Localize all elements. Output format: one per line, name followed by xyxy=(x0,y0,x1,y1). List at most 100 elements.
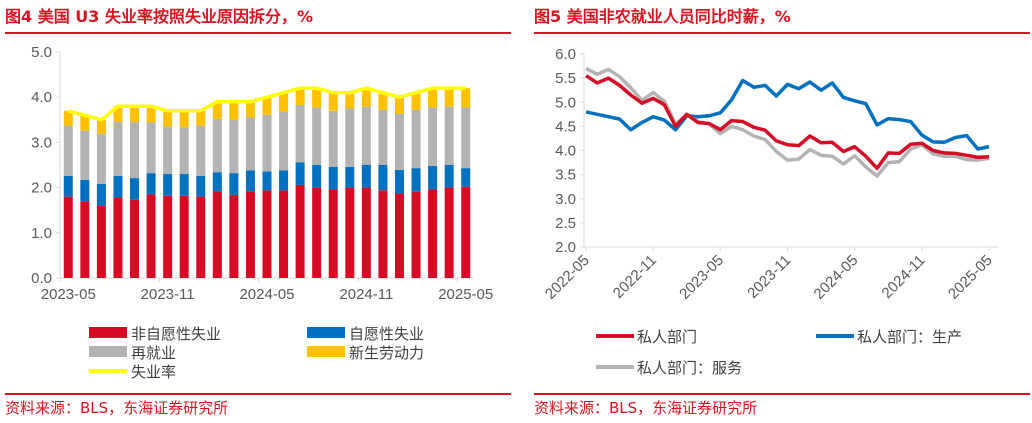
series-line-red xyxy=(585,74,990,171)
y-tick-label: 4.5 xyxy=(555,118,576,135)
bar-gray xyxy=(212,118,222,173)
legend-label: 再就业 xyxy=(131,344,176,362)
bar-blue xyxy=(80,179,90,202)
bar-blue xyxy=(262,171,272,191)
chart-title: 图4 美国 U3 失业率按照失业原因拆分，% xyxy=(5,7,313,26)
x-tick-label: 2024-05 xyxy=(239,286,294,303)
bar-red xyxy=(96,205,106,278)
bar-blue xyxy=(295,162,305,185)
bar-gold xyxy=(163,110,173,127)
bar-red xyxy=(394,193,404,278)
bar-red xyxy=(378,190,388,278)
legend-label: 私人部门：生产 xyxy=(857,328,962,346)
x-tick-label: 2024-05 xyxy=(811,252,862,303)
bar-gold xyxy=(378,92,388,110)
bar-gold xyxy=(179,110,189,128)
bar-gray xyxy=(394,113,404,170)
legend: 私人部门 私人部门：生产 私人部门：服务 xyxy=(596,328,962,377)
bar-gold xyxy=(130,106,140,123)
y-tick-label: 6.0 xyxy=(555,46,576,63)
legend-swatch-involuntary xyxy=(89,327,127,338)
bar-gold xyxy=(63,110,73,126)
bar-gold xyxy=(444,88,454,107)
bar-red xyxy=(461,186,471,278)
bar-blue xyxy=(212,172,222,192)
y-tick-label: 5.0 xyxy=(31,44,52,61)
bar-gray xyxy=(361,106,371,165)
bar-gray xyxy=(245,117,255,171)
bar-gray xyxy=(229,119,239,174)
bar-red xyxy=(63,196,73,278)
bar-blue xyxy=(245,170,255,192)
bar-gold xyxy=(262,97,272,115)
bar-gray xyxy=(411,109,421,169)
y-tick-label: 5.0 xyxy=(555,94,576,111)
bar-blue xyxy=(63,175,73,197)
bar-red xyxy=(229,194,239,278)
bar-gold xyxy=(461,88,471,108)
bar-red xyxy=(80,201,90,278)
legend-label: 自愿性失业 xyxy=(349,325,424,343)
series-line-blue xyxy=(585,78,990,151)
bar-gold xyxy=(80,115,90,131)
x-tick-label: 2023-05 xyxy=(41,286,96,303)
y-tick-label: 3.0 xyxy=(555,191,576,208)
bar-red xyxy=(444,187,454,278)
bar-gray xyxy=(113,122,123,176)
bar-gray xyxy=(312,107,322,165)
bar-blue xyxy=(328,166,338,190)
legend: 非自愿性失业 自愿性失业 再就业 新生劳动力 失业率 xyxy=(89,325,424,381)
bar-gold xyxy=(229,101,239,120)
bar-blue xyxy=(444,165,454,188)
bar-gray xyxy=(279,111,289,171)
bar-gray xyxy=(378,109,388,165)
bar-blue xyxy=(163,174,173,196)
bar-blue xyxy=(113,175,123,198)
y-tick-label: 3.5 xyxy=(555,167,576,184)
x-tick-label: 2022-05 xyxy=(542,252,593,303)
bar-red xyxy=(328,189,338,278)
source-note: 资料来源：BLS，东海证券研究所 xyxy=(534,399,757,417)
legend-swatch-new-entrant xyxy=(307,346,345,357)
bar-red xyxy=(212,191,222,278)
bar-gold xyxy=(428,88,438,108)
bar-gold xyxy=(328,92,338,111)
bar-gray xyxy=(179,127,189,175)
bar-red xyxy=(163,195,173,278)
bar-red xyxy=(279,190,289,278)
bar-gold xyxy=(96,119,106,134)
bar-gold xyxy=(146,106,156,123)
y-tick-label: 2.0 xyxy=(31,180,52,197)
bar-gold xyxy=(345,92,355,109)
bar-gold xyxy=(312,88,322,108)
chart-title: 图5 美国非农就业人员同比时薪，% xyxy=(534,7,791,26)
y-tick-label: 4.0 xyxy=(555,143,576,160)
bar-gray xyxy=(461,107,471,169)
y-tick-label: 1.0 xyxy=(31,225,52,242)
legend-label: 失业率 xyxy=(131,363,176,381)
bar-gray xyxy=(428,107,438,166)
bar-gray xyxy=(444,106,454,165)
bar-blue xyxy=(312,165,322,188)
bar-gold xyxy=(196,110,206,126)
bar-red xyxy=(262,190,272,278)
bar-red xyxy=(411,191,421,278)
bar-gold xyxy=(361,88,371,107)
legend-label: 新生劳动力 xyxy=(349,344,424,362)
y-tick-label: 3.0 xyxy=(31,134,52,151)
x-tick-label: 2023-11 xyxy=(744,252,794,302)
bar-gold xyxy=(212,101,222,119)
legend-swatch-reentrant xyxy=(89,346,127,357)
bar-gray xyxy=(328,110,338,167)
bar-red xyxy=(428,189,438,278)
bar-blue xyxy=(196,175,206,197)
legend-label: 私人部门 xyxy=(637,328,697,346)
plot-area: 2.0 2.5 3.0 3.5 4.0 4.5 5.0 5.5 6.0 2022-05 2022-1… xyxy=(542,46,998,303)
bar-blue xyxy=(279,170,289,191)
bar-gray xyxy=(80,130,90,180)
chart-left: 图4 美国 U3 失业率按照失业原因拆分，% 0.0 1.0 2.0 3.0 4.0 5.… xyxy=(5,7,511,417)
bar-gray xyxy=(130,122,140,179)
bar-red xyxy=(345,187,355,278)
bar-gray xyxy=(295,104,305,163)
bar-gray xyxy=(163,126,173,175)
